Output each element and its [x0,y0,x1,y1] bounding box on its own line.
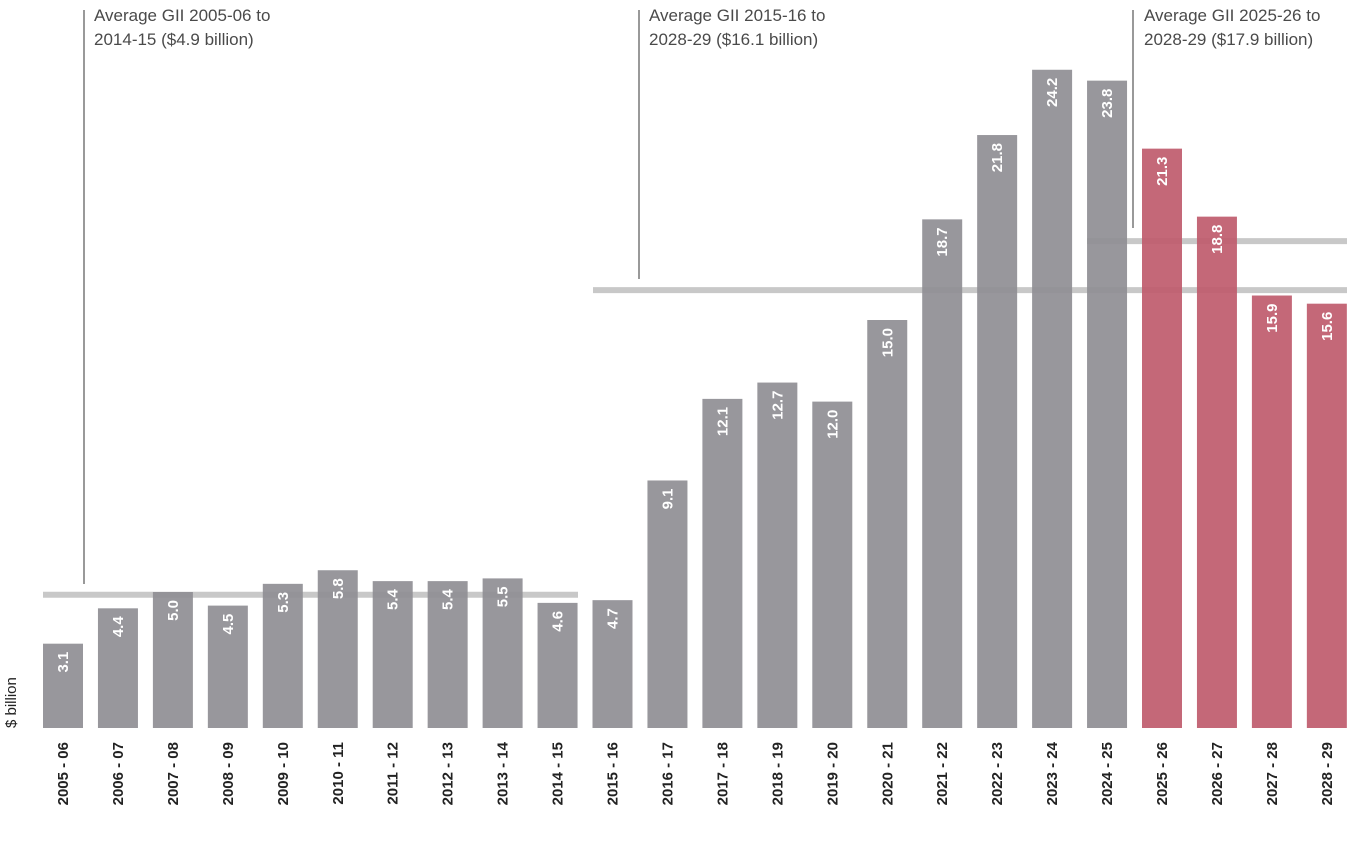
data-label: 4.4 [110,616,127,638]
data-label: 5.0 [165,600,182,621]
bar-2019-20 [812,401,853,728]
average-annotation-2-line2: 2028-29 ($16.1 billion) [649,30,819,49]
x-tick-label: 2023 - 24 [1044,741,1061,805]
x-tick-label: 2021 - 22 [934,742,951,805]
x-tick-label: 2013 - 14 [495,741,512,805]
average-annotation-3-line2: 2028-29 ($17.9 billion) [1144,30,1314,49]
data-label: 5.8 [330,578,347,599]
bar-2006-07 [97,608,138,728]
data-label: 5.4 [440,588,457,610]
annotation-leader-lines [83,10,1134,584]
bar-2016-17 [647,480,688,728]
average-annotation-3-line1: Average GII 2025-26 to [1144,6,1321,25]
data-label: 15.9 [1264,304,1281,333]
x-tick-label: 2014 - 15 [550,742,567,805]
data-label: 15.0 [879,328,896,357]
data-label: 4.5 [220,614,237,635]
y-axis-label: $ billion [3,677,20,728]
data-label: 23.8 [1099,89,1116,118]
data-label: 9.1 [659,488,676,509]
x-tick-label: 2007 - 08 [165,742,182,805]
data-label: 12.0 [824,410,841,439]
bar-2013-14 [482,578,523,728]
bar-2014-15 [537,602,578,728]
bar-2020-21 [867,320,908,728]
data-label: 3.1 [55,652,72,673]
average-annotation-1-line2: 2014-15 ($4.9 billion) [94,30,254,49]
x-tick-label: 2015 - 16 [605,742,622,805]
x-tick-label: 2028 - 29 [1319,742,1336,805]
data-label: 18.7 [934,227,951,256]
x-tick-label: 2017 - 18 [714,742,731,805]
x-tick-label: 2024 - 25 [1099,742,1116,805]
bar-2026-27 [1196,216,1237,728]
data-label: 21.3 [1154,157,1171,186]
average-annotation-1-line1: Average GII 2005-06 to [94,6,271,25]
bar-2008-09 [207,605,248,728]
x-tick-label: 2019 - 20 [824,742,841,805]
x-tick-label: 2026 - 27 [1209,742,1226,805]
data-label: 4.7 [605,608,622,629]
x-tick-label: 2018 - 19 [769,742,786,805]
bar-2021-22 [922,219,963,729]
bar-2022-23 [977,135,1018,729]
x-tick-label: 2009 - 10 [275,742,292,805]
data-label: 15.6 [1319,312,1336,341]
x-tick-label: 2005 - 06 [55,742,72,805]
x-tick-label: 2006 - 07 [110,742,127,805]
data-label: 24.2 [1044,78,1061,107]
data-label: 5.4 [385,588,402,610]
average-annotation-2: Average GII 2015-16 to 2028-29 ($16.1 bi… [649,4,825,52]
bar-2011-12 [372,581,413,728]
average-annotation-1: Average GII 2005-06 to 2014-15 ($4.9 bil… [94,4,270,52]
x-tick-label: 2025 - 26 [1154,742,1171,805]
bar-2007-08 [152,592,193,728]
bar-2017-18 [702,398,743,728]
x-tick-label: 2016 - 17 [659,742,676,805]
bar-2015-16 [592,600,633,728]
data-label: 12.7 [769,391,786,420]
bar-2005-06 [43,643,83,728]
data-label: 5.3 [275,592,292,613]
x-tick-label: 2008 - 09 [220,742,237,805]
x-axis-tick-labels: 2005 - 06 2006 - 07 2007 - 08 2008 - 09 2009… [55,741,1336,805]
average-annotation-3: Average GII 2025-26 to 2028-29 ($17.9 bi… [1144,4,1320,52]
x-tick-label: 2022 - 23 [989,742,1006,805]
data-label: 21.8 [989,143,1006,172]
bar-2025-26 [1142,148,1182,728]
data-label: 5.5 [495,586,512,607]
bar-2018-19 [757,382,798,728]
bar-2012-13 [427,581,468,728]
x-tick-label: 2020 - 21 [879,742,896,805]
bar-2023-24 [1032,69,1073,728]
bar-2028-29 [1306,303,1347,728]
bars [43,69,1347,729]
x-tick-label: 2027 - 28 [1264,742,1281,805]
data-labels: 3.1 4.4 5.0 4.5 5.3 5.8 5.4 5.4 5.5 4.6 4.7 9.1 12.1… [55,78,1336,673]
bar-2010-11 [317,570,358,728]
data-label: 18.8 [1209,225,1226,254]
data-label: 4.6 [550,611,567,632]
x-tick-label: 2011 - 12 [385,742,402,805]
x-tick-label: 2010 - 11 [330,742,347,805]
x-tick-label: 2012 - 13 [440,742,457,805]
average-annotation-2-line1: Average GII 2015-16 to [649,6,826,25]
data-label: 12.1 [714,407,731,436]
bar-2009-10 [262,583,303,728]
bar-2024-25 [1087,80,1128,728]
bar-2027-28 [1251,295,1292,728]
